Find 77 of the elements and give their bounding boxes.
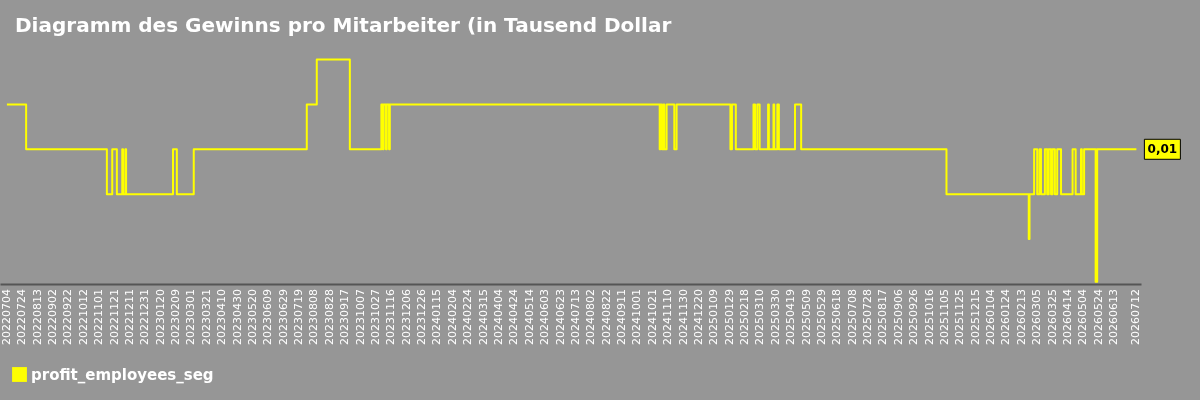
x-tick-label: 20250906 [891,289,905,345]
x-tick-label: 20260712 [1129,289,1143,345]
x-tick-label: 20230120 [153,289,167,345]
x-tick-label: 20251125 [953,289,967,345]
x-tick-label: 20240315 [476,289,490,345]
x-tick-label: 20240822 [599,289,613,345]
x-tick-label: 20250109 [707,289,721,345]
x-tick-label: 20240603 [538,289,552,345]
x-tick-label: 20250708 [845,289,859,345]
x-tick-label: 20240802 [584,289,598,345]
x-tick-label: 20250509 [799,289,813,345]
x-tick-label: 20230609 [261,289,275,345]
x-tick-label: 20240424 [507,289,521,345]
x-tick-label: 20230410 [215,289,229,345]
x-tick-label: 20230917 [338,289,352,345]
x-tick-label: 20221231 [138,289,152,345]
x-tick-label: 20230430 [230,289,244,345]
x-tick-label: 20241110 [661,289,675,345]
x-tick-label: 20260124 [999,289,1013,345]
x-tick-label: 20231027 [368,289,382,345]
x-tick-label: 20220902 [46,289,60,345]
x-tick-label: 20221012 [76,289,90,345]
x-tick-label: 20250529 [814,289,828,345]
x-tick-label: 20260325 [1045,289,1059,345]
x-tick-label: 20250218 [738,289,752,345]
x-tick-label: 20260213 [1014,289,1028,345]
x-tick-label: 20260104 [984,289,998,345]
x-tick-label: 20250129 [722,289,736,345]
x-tick-label: 20220704 [0,289,13,345]
x-tick-label: 20240911 [615,289,629,345]
x-tick-label: 20231007 [353,289,367,345]
x-tick-label: 20240115 [430,289,444,345]
x-tick-label: 20220922 [61,289,75,345]
x-tick-label: 20230520 [245,289,259,345]
x-tick-label: 20241130 [676,289,690,345]
x-tick-label: 20260414 [1060,289,1074,345]
x-tick-label: 20230209 [169,289,183,345]
x-tick-label: 20221121 [107,289,121,345]
x-tick-label: 20251016 [922,289,936,345]
x-tick-label: 20230629 [276,289,290,345]
x-tick-label: 20260504 [1076,289,1090,345]
x-tick-label: 20240204 [445,289,459,345]
annotation: 0,01 [1147,142,1178,157]
x-tick-label: 20231206 [399,289,413,345]
x-tick-label: 20250817 [876,289,890,345]
x-tick-label: 20241220 [691,289,705,345]
x-tick-label: 20260524 [1091,289,1105,345]
x-tick-label: 20240224 [461,289,475,345]
x-tick-label: 20250926 [907,289,921,345]
x-tick-label: 20251215 [968,289,982,345]
x-tick-label: 20250419 [784,289,798,345]
x-tick-label: 20260613 [1107,289,1121,345]
x-tick-label: 20250310 [753,289,767,345]
x-tick-label: 20220724 [15,289,29,345]
x-tick-label: 20230828 [322,289,336,345]
chart-title: Diagramm des Gewinns pro Mitarbeiter (in Tausend Dollar [15,13,672,37]
x-tick-label: 20231226 [415,289,429,345]
x-tick-label: 20230321 [199,289,213,345]
x-tick-label: 20241021 [645,289,659,345]
x-tick-label: 20251105 [937,289,951,345]
x-tick-label: 20230808 [307,289,321,345]
x-tick-label: 20260305 [1030,289,1044,345]
x-tick-label: 20220813 [30,289,44,345]
x-tick-label: 20221211 [122,289,136,345]
x-tick-label: 20240713 [568,289,582,345]
x-tick-label: 20241001 [630,289,644,345]
x-tick-label: 20250728 [861,289,875,345]
x-tick-label: 20240623 [553,289,567,345]
legend-label: profit_employees_seg [31,365,214,384]
x-tick-label: 20230719 [292,289,306,345]
x-tick-label: 20231116 [384,289,398,345]
x-tick-label: 20230301 [184,289,198,345]
x-tick-label: 20250618 [830,289,844,345]
x-tick-label: 20240514 [522,289,536,345]
x-tick-label: 20240404 [492,289,505,345]
x-tick-label: 20250330 [768,289,782,345]
x-tick-label: 20221101 [92,289,106,345]
